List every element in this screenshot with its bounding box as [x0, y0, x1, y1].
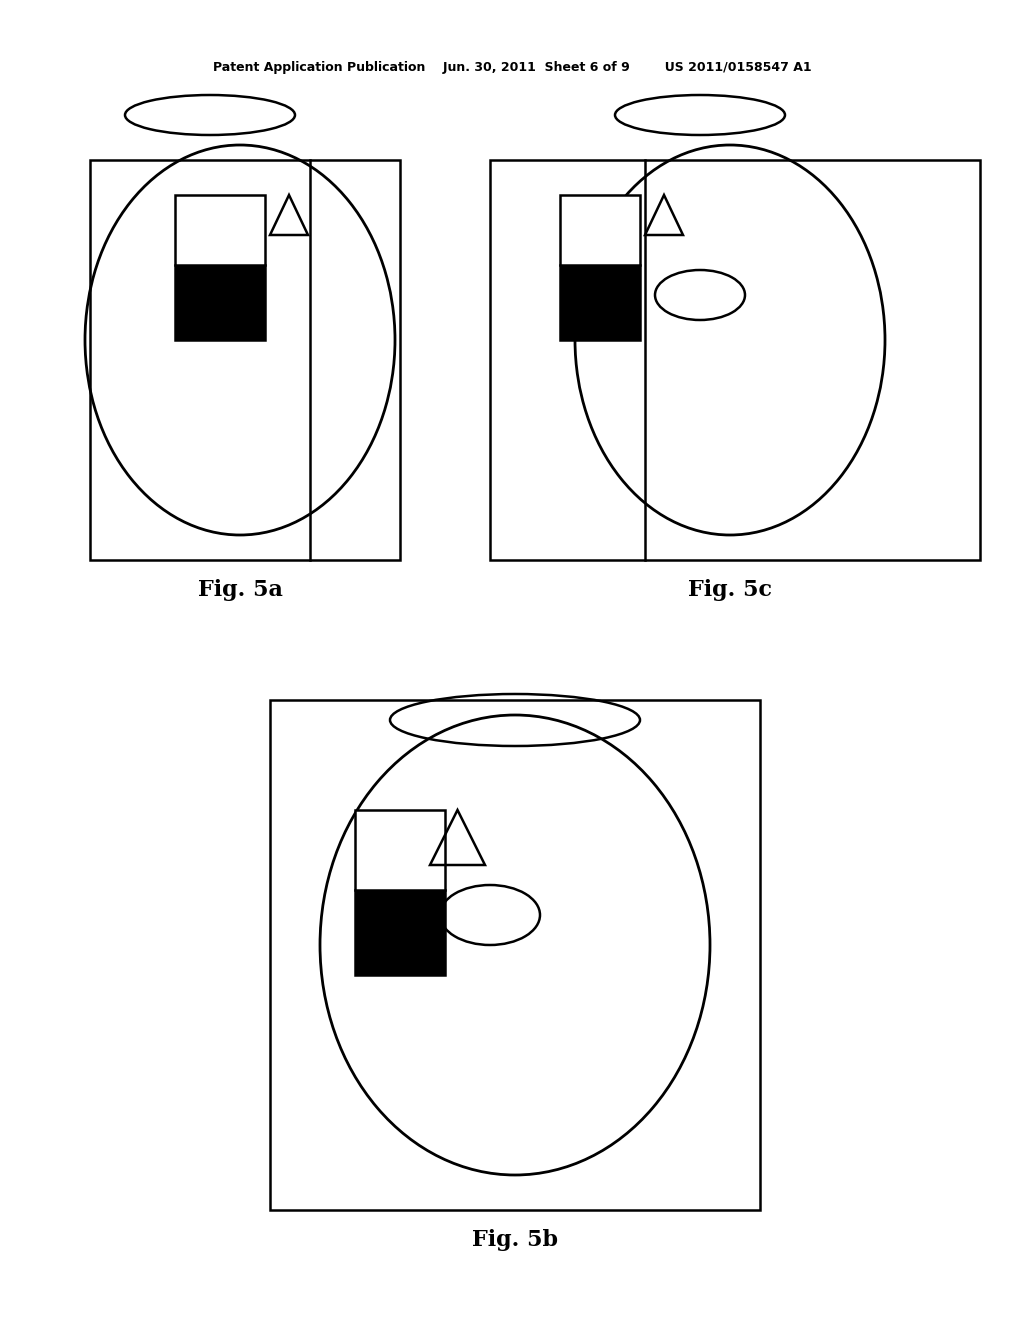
Bar [560, 265, 640, 341]
Bar [90, 160, 400, 560]
Bar [175, 265, 265, 341]
Bar [270, 700, 760, 1210]
Bar [355, 890, 445, 975]
Text: Patent Application Publication    Jun. 30, 2011  Sheet 6 of 9        US 2011/015: Patent Application Publication Jun. 30, … [213, 62, 811, 74]
Bar [560, 195, 640, 265]
Bar [490, 160, 980, 560]
Text: Fig. 5c: Fig. 5c [688, 579, 772, 601]
Bar [355, 810, 445, 890]
Text: Fig. 5b: Fig. 5b [472, 1229, 558, 1251]
Bar [175, 195, 265, 265]
Text: Fig. 5a: Fig. 5a [198, 579, 283, 601]
